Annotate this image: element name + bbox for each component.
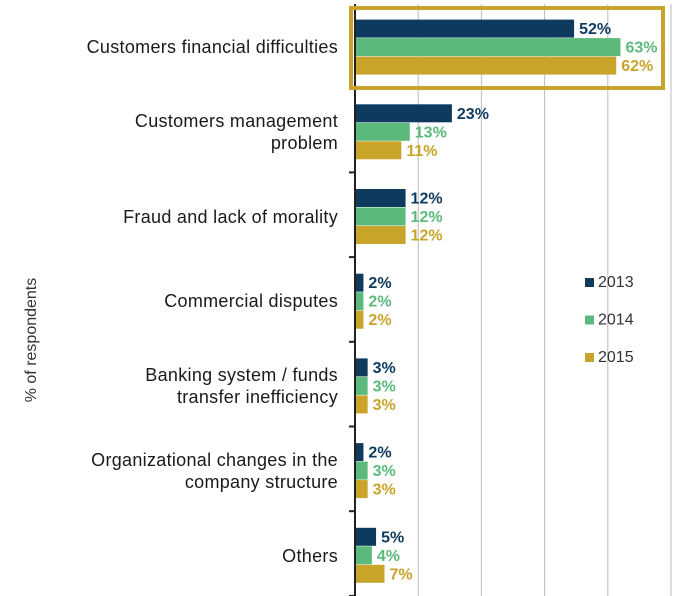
- value-label: 3%: [373, 360, 396, 377]
- value-label: 12%: [411, 227, 443, 244]
- bar: [355, 19, 575, 38]
- value-label: 3%: [373, 378, 396, 395]
- value-label: 2%: [368, 445, 391, 462]
- bar: [355, 122, 410, 141]
- legend-swatch: [585, 353, 594, 362]
- bar: [355, 189, 406, 207]
- category-label: Banking system / funds transfer ineffici…: [145, 365, 338, 408]
- value-label: 2%: [368, 312, 391, 329]
- value-label: 11%: [406, 143, 437, 160]
- value-label: 3%: [373, 463, 396, 480]
- bar: [355, 395, 368, 414]
- value-label: 2%: [368, 275, 391, 292]
- bar: [355, 443, 364, 462]
- bar: [355, 292, 364, 311]
- bar: [355, 564, 385, 583]
- category-label: Commercial disputes: [164, 291, 338, 312]
- value-label: 5%: [381, 529, 404, 546]
- value-label: 62%: [621, 58, 653, 75]
- bar: [355, 480, 368, 499]
- legend-label: 2014: [598, 312, 634, 329]
- value-label: 52%: [579, 21, 611, 38]
- value-label: 63%: [625, 40, 657, 57]
- bar: [355, 104, 452, 123]
- highlight-box: [349, 6, 665, 90]
- bar: [355, 461, 368, 480]
- y-axis-label: % of respondents: [23, 278, 40, 403]
- value-label: 12%: [411, 190, 443, 207]
- legend-swatch: [585, 278, 594, 287]
- bar: [355, 358, 368, 377]
- category-label: Customers management problem: [134, 111, 338, 154]
- value-label: 3%: [373, 482, 396, 499]
- legend-label: 2013: [598, 274, 634, 291]
- bar: [355, 527, 377, 546]
- legend-label: 2015: [598, 349, 634, 366]
- value-label: 3%: [373, 397, 396, 414]
- bar: [355, 38, 621, 57]
- bar: [355, 273, 364, 292]
- category-label: Others: [282, 545, 338, 566]
- category-label: Fraud and lack of morality: [123, 206, 338, 227]
- value-label: 7%: [389, 566, 412, 583]
- value-label: 13%: [415, 124, 447, 141]
- legend-swatch: [585, 315, 594, 325]
- value-label: 23%: [457, 106, 489, 123]
- bar: [355, 376, 368, 395]
- bar: [355, 226, 406, 244]
- value-label: 2%: [368, 294, 391, 311]
- category-label: Organizational changes in the company st…: [91, 449, 338, 492]
- bar: [355, 310, 364, 329]
- bar: [355, 56, 617, 75]
- bar: [355, 207, 406, 226]
- value-label: 4%: [377, 548, 400, 565]
- bar: [355, 546, 372, 565]
- bar: [355, 141, 402, 160]
- value-label: 12%: [411, 209, 443, 226]
- category-label: Customers financial difficulties: [86, 37, 338, 58]
